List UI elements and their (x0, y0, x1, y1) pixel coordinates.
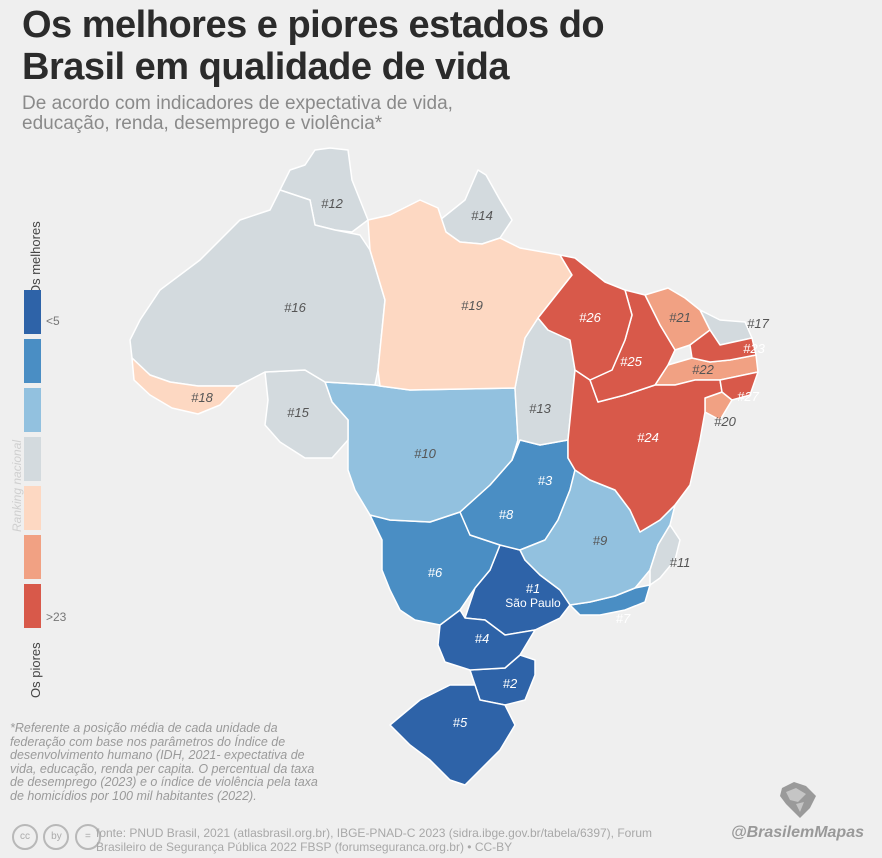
state-rank-label: #13 (529, 401, 551, 416)
state-rank-label: #8 (499, 507, 514, 522)
legend-swatch (24, 584, 41, 628)
state-rank-label: #26 (579, 310, 601, 325)
state-rank-label: #20 (714, 414, 736, 429)
state-region (689, 329, 757, 363)
state-rank-label: #5 (453, 715, 468, 730)
state-region (649, 524, 681, 586)
cc-icon: cc (12, 824, 38, 850)
legend-swatch (24, 290, 41, 334)
state-rank-label: #18 (191, 390, 213, 405)
state-rank-label: #4 (475, 631, 489, 646)
legend-high-mark: >23 (46, 610, 67, 624)
by-icon: by (43, 824, 70, 850)
state-rank-label: #17 (747, 316, 769, 331)
legend-bottom-label: Os piores (28, 642, 43, 698)
state-rank-label: #7 (616, 611, 631, 626)
state-rank-label: #2 (503, 676, 518, 691)
state-region (389, 684, 516, 786)
state-rank-label: #25 (620, 354, 642, 369)
state-rank-label: #27 (737, 389, 759, 404)
legend-swatch (24, 535, 41, 579)
state-rank-label: #3 (538, 473, 553, 488)
state-rank-label: #15 (287, 405, 309, 420)
state-region (719, 371, 759, 401)
legend-swatch (24, 388, 41, 432)
legend-axis-label: Ranking nacional (10, 439, 24, 532)
state-rank-label: #23 (743, 341, 765, 356)
page-title: Os melhores e piores estados do Brasil e… (22, 4, 605, 88)
state-rank-label: #11 (670, 555, 691, 570)
state-rank-label: #1 (526, 581, 540, 596)
license-icons: cc by = (12, 824, 102, 852)
state-rank-label: #9 (593, 533, 607, 548)
state-region (131, 357, 239, 415)
legend-swatch (24, 437, 41, 481)
brand-handle: @BrasilemMapas (731, 824, 864, 841)
state-rank-label: #24 (637, 430, 659, 445)
legend-low-mark: <5 (46, 314, 60, 328)
state-rank-label: #19 (461, 298, 483, 313)
state-region (439, 169, 513, 245)
map-legend: Os melhores Ranking nacional Os piores <… (0, 190, 90, 710)
state-region (537, 254, 633, 381)
legend-swatch (24, 339, 41, 383)
source-text: fonte: PNUD Brasil, 2021 (atlasbrasil.or… (96, 826, 653, 854)
state-rank-label: #22 (692, 362, 714, 377)
legend-top-label: Os melhores (28, 221, 43, 295)
legend-swatch (24, 486, 41, 530)
page-subtitle: De acordo com indicadores de expectativa… (22, 93, 453, 134)
brand-logo-icon (780, 782, 816, 818)
state-name-label: São Paulo (505, 596, 561, 610)
footnote: *Referente a posição média de cada unida… (10, 721, 318, 803)
state-rank-label: #12 (321, 196, 343, 211)
state-rank-label: #14 (471, 208, 493, 223)
equals-icon: = (74, 824, 101, 850)
state-rank-label: #16 (284, 300, 306, 315)
state-rank-label: #21 (669, 310, 691, 325)
state-rank-label: #6 (428, 565, 443, 580)
state-rank-label: #10 (414, 446, 436, 461)
state-region (437, 609, 536, 671)
